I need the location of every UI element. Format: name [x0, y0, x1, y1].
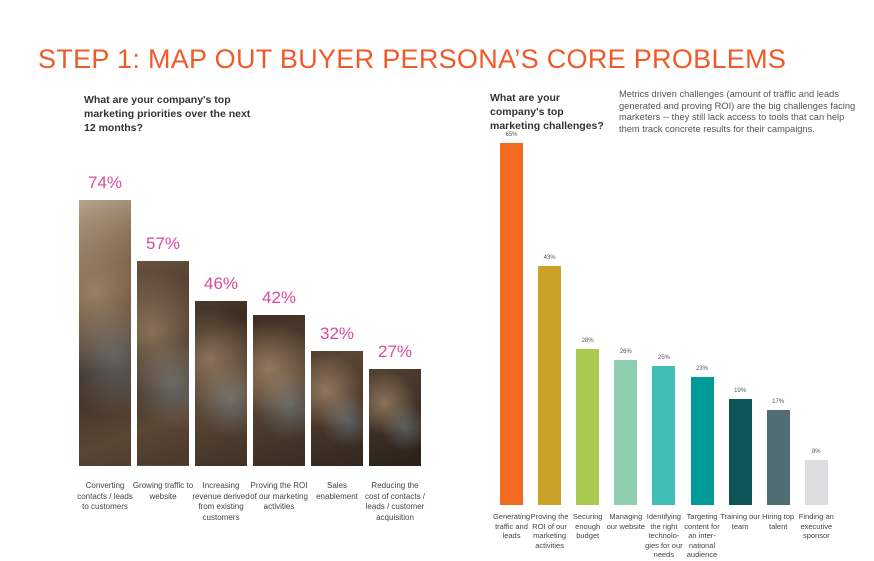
category-label: Training our team [720, 512, 760, 531]
category-label: Finding an executive sponsor [798, 512, 834, 540]
category-label: Increasing revenue derived from existing… [192, 481, 250, 522]
category-label: Proving the ROI of our marketing activit… [530, 512, 569, 550]
data-label: 25% [657, 354, 670, 361]
data-label: 42% [261, 288, 297, 308]
data-label: 28% [581, 338, 594, 345]
bar [500, 143, 523, 505]
category-label: Hiring top talent [762, 512, 795, 531]
bar [614, 360, 638, 505]
bar [804, 460, 828, 505]
data-label: 26% [619, 349, 632, 356]
bar [253, 315, 305, 466]
page-title: STEP 1: MAP OUT BUYER PERSONA’S CORE PRO… [38, 44, 787, 74]
data-label: 19% [734, 388, 747, 395]
data-label: 65% [505, 132, 518, 138]
bar [576, 349, 600, 505]
category-label: Sales enablement [316, 481, 358, 501]
data-label: 23% [695, 365, 708, 372]
category-label: Reducing the cost of contacts / leads / … [364, 481, 426, 522]
data-label: 74% [87, 173, 123, 192]
data-label: 32% [319, 323, 355, 343]
bar [369, 368, 421, 466]
data-label: 57% [145, 234, 181, 254]
category-label: Generating traffic and leads [492, 512, 531, 540]
category-label: Growing traffic to website [132, 481, 194, 501]
bar [538, 265, 562, 505]
challenges-question: What are your company's top marketing ch… [490, 92, 604, 132]
category-label: Proving the ROI of our marketing activit… [250, 481, 308, 511]
challenges-description: Metrics driven challenges (amount of tra… [619, 89, 856, 134]
priorities-question: What are your company's top marketing pr… [84, 94, 251, 134]
bar [137, 261, 189, 466]
data-label: 46% [203, 273, 239, 293]
bar [766, 410, 790, 505]
data-label: 27% [377, 341, 413, 361]
category-label: Targeting content for an inter- national… [684, 512, 720, 559]
data-label: 8% [811, 449, 821, 456]
category-label: Converting contacts / leads to customers [77, 481, 133, 511]
bar [79, 200, 131, 466]
category-label: Managing our website [606, 512, 645, 531]
bar [195, 300, 247, 466]
bar [728, 399, 752, 505]
category-label: Identifying the right technolo- gies for… [645, 512, 683, 559]
bar [311, 350, 363, 466]
data-label: 43% [543, 254, 556, 261]
category-label: Securing enough budget [572, 512, 603, 540]
bar [690, 376, 714, 505]
data-label: 17% [772, 399, 785, 406]
bar [652, 365, 676, 505]
